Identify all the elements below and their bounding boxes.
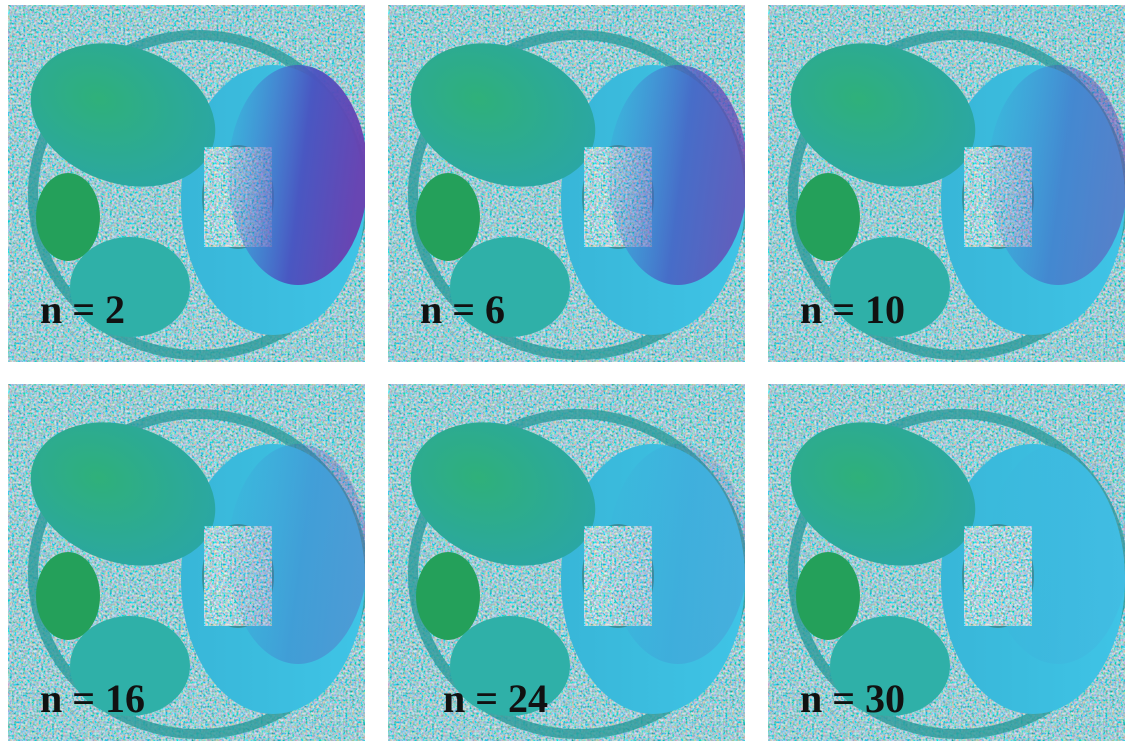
phase-wrap-region: [988, 65, 1127, 285]
panel-label: n = 2: [40, 287, 125, 332]
phase-wrap-region: [608, 444, 748, 664]
scan-panel: n = 6: [388, 5, 748, 362]
panel-label: n = 10: [800, 287, 905, 332]
scan-panel: n = 30: [768, 384, 1127, 741]
figure: n = 2 n = 6 n = 10 n = 16 n = 24 n = 30: [0, 0, 1127, 741]
panel-label: n = 6: [420, 287, 505, 332]
phase-wrap-region: [608, 65, 748, 285]
phase-wrap-region: [228, 444, 368, 664]
scan-panel: n = 16: [8, 384, 368, 741]
scan-panel: n = 10: [768, 5, 1127, 362]
panel-label: n = 24: [443, 676, 548, 721]
scan-image: [388, 384, 748, 741]
panel-label: n = 30: [800, 676, 905, 721]
phase-wrap-region: [988, 444, 1127, 664]
image-grid: n = 2 n = 6 n = 10 n = 16 n = 24 n = 30: [0, 0, 1127, 741]
phase-wrap-region: [228, 65, 368, 285]
panel-label: n = 16: [40, 676, 145, 721]
scan-panel: n = 2: [8, 5, 368, 362]
scan-panel: n = 24: [388, 384, 748, 741]
